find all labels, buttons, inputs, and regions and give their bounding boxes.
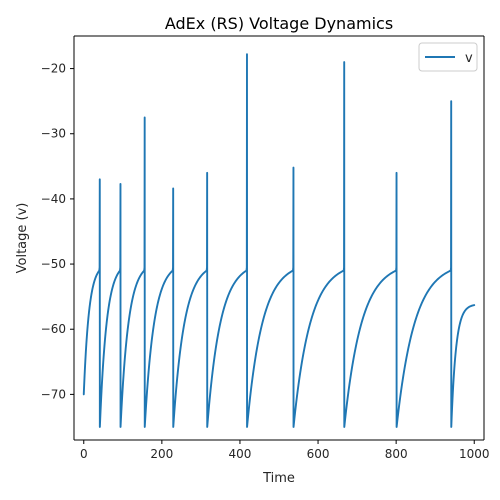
y-tick-label: −30 xyxy=(41,127,66,141)
y-tick-label: −60 xyxy=(41,322,66,336)
x-tick-label: 1000 xyxy=(459,447,490,461)
y-tick-label: −40 xyxy=(41,192,66,206)
x-tick-label: 200 xyxy=(150,447,173,461)
chart-title: AdEx (RS) Voltage Dynamics xyxy=(165,14,393,33)
y-ticks: −70 −60 −50 −40 −30 −20 xyxy=(41,62,74,401)
x-axis-label: Time xyxy=(262,471,295,486)
legend-label-v: v xyxy=(465,51,473,66)
y-axis-label: Voltage (v) xyxy=(15,203,30,274)
legend: v xyxy=(418,42,478,72)
x-tick-label: 400 xyxy=(228,447,251,461)
y-tick-label: −70 xyxy=(41,387,66,401)
x-tick-label: 600 xyxy=(307,447,330,461)
x-tick-label: 800 xyxy=(385,447,408,461)
x-tick-label: 0 xyxy=(80,447,88,461)
series-line-v xyxy=(82,53,476,428)
x-ticks: 0 200 400 600 800 1000 xyxy=(80,440,490,461)
y-tick-label: −50 xyxy=(41,257,66,271)
series-layer xyxy=(82,53,476,428)
axes-frame xyxy=(73,35,485,441)
plot-area xyxy=(74,36,484,440)
y-tick-label: −20 xyxy=(41,62,66,76)
